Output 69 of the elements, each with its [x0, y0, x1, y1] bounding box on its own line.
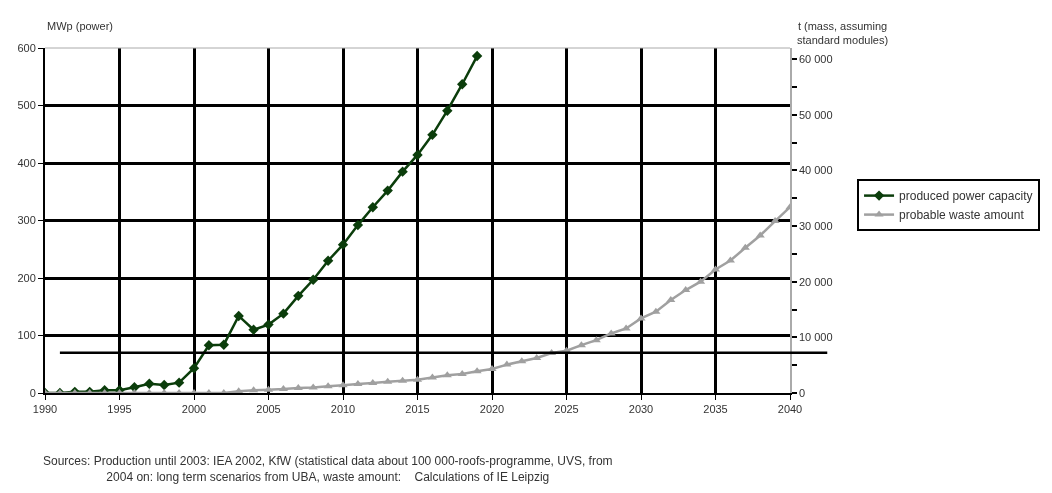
y-tick-label: 0 — [29, 386, 36, 399]
x-tick-label: 2030 — [628, 403, 654, 416]
legend-label: produced power capacity — [899, 189, 1033, 204]
point — [442, 371, 452, 378]
y2-tick-label: 30 000 — [798, 219, 833, 232]
point — [188, 363, 200, 374]
point — [770, 217, 780, 224]
legend-label: probable waste amount — [899, 208, 1025, 223]
x-tick-label: 2040 — [777, 403, 803, 416]
point — [352, 219, 364, 231]
y-tick-label: 100 — [17, 329, 36, 342]
y2-tick-label: 0 — [798, 386, 806, 399]
x-tick-label: 2000 — [181, 403, 207, 416]
y2-tick-label: 10 000 — [798, 331, 833, 344]
point — [368, 378, 378, 385]
y-tick-label: 200 — [17, 271, 36, 284]
y2-tick-label: 20 000 — [798, 275, 833, 288]
x-tick-label: 2020 — [479, 403, 505, 416]
point — [755, 231, 765, 238]
point — [666, 296, 676, 303]
source-note: Sources: Production until 2003: IEA 2002, KfW (statistical data about 100 000-roofs-programme, UVS, from 2004 on: long term scenarios from UBA, waste amount: Calculations of IE Leipzig — [43, 454, 613, 484]
point — [248, 324, 259, 335]
point — [397, 166, 408, 177]
point — [382, 185, 393, 196]
point — [502, 360, 512, 367]
point — [233, 310, 244, 322]
point — [308, 274, 319, 285]
point — [591, 336, 601, 343]
x-tick-label: 2010 — [330, 403, 356, 416]
point — [457, 79, 468, 90]
point — [278, 308, 289, 319]
point — [740, 243, 750, 250]
point — [442, 105, 453, 116]
point — [173, 377, 185, 388]
y2-tick-label: 40 000 — [798, 164, 833, 177]
x-tick-label: 2035 — [703, 403, 728, 416]
y-tick-label: 400 — [17, 156, 36, 169]
y2-axis-title: t (mass, assuming standard modules) — [797, 20, 889, 47]
point — [338, 381, 348, 388]
point — [457, 370, 467, 377]
point — [293, 383, 303, 390]
point — [322, 255, 334, 266]
point — [337, 239, 349, 250]
point — [487, 365, 497, 372]
point — [353, 380, 363, 387]
point — [383, 377, 393, 384]
point — [263, 319, 274, 330]
point — [427, 129, 438, 141]
x-tick-label: 2015 — [405, 403, 430, 416]
y-tick-label: 600 — [17, 41, 36, 54]
point — [367, 202, 378, 213]
y-tick-label: 300 — [17, 214, 36, 227]
x-tick-label: 1995 — [107, 403, 132, 416]
x-tick-label: 2025 — [554, 403, 579, 416]
point — [144, 378, 155, 389]
point — [159, 379, 170, 391]
point — [218, 339, 229, 350]
point — [471, 50, 483, 62]
point — [412, 149, 423, 161]
y-tick-label: 500 — [17, 99, 36, 112]
point — [651, 307, 661, 314]
point — [293, 290, 304, 302]
y2-tick-label: 50 000 — [798, 108, 833, 121]
x-tick-label: 2005 — [256, 403, 281, 416]
point — [203, 340, 215, 351]
point — [681, 286, 691, 293]
y-axis-title: MWp (power) — [47, 20, 114, 32]
y2-tick-label: 60 000 — [798, 52, 833, 65]
x-tick-label: 1990 — [32, 403, 58, 416]
